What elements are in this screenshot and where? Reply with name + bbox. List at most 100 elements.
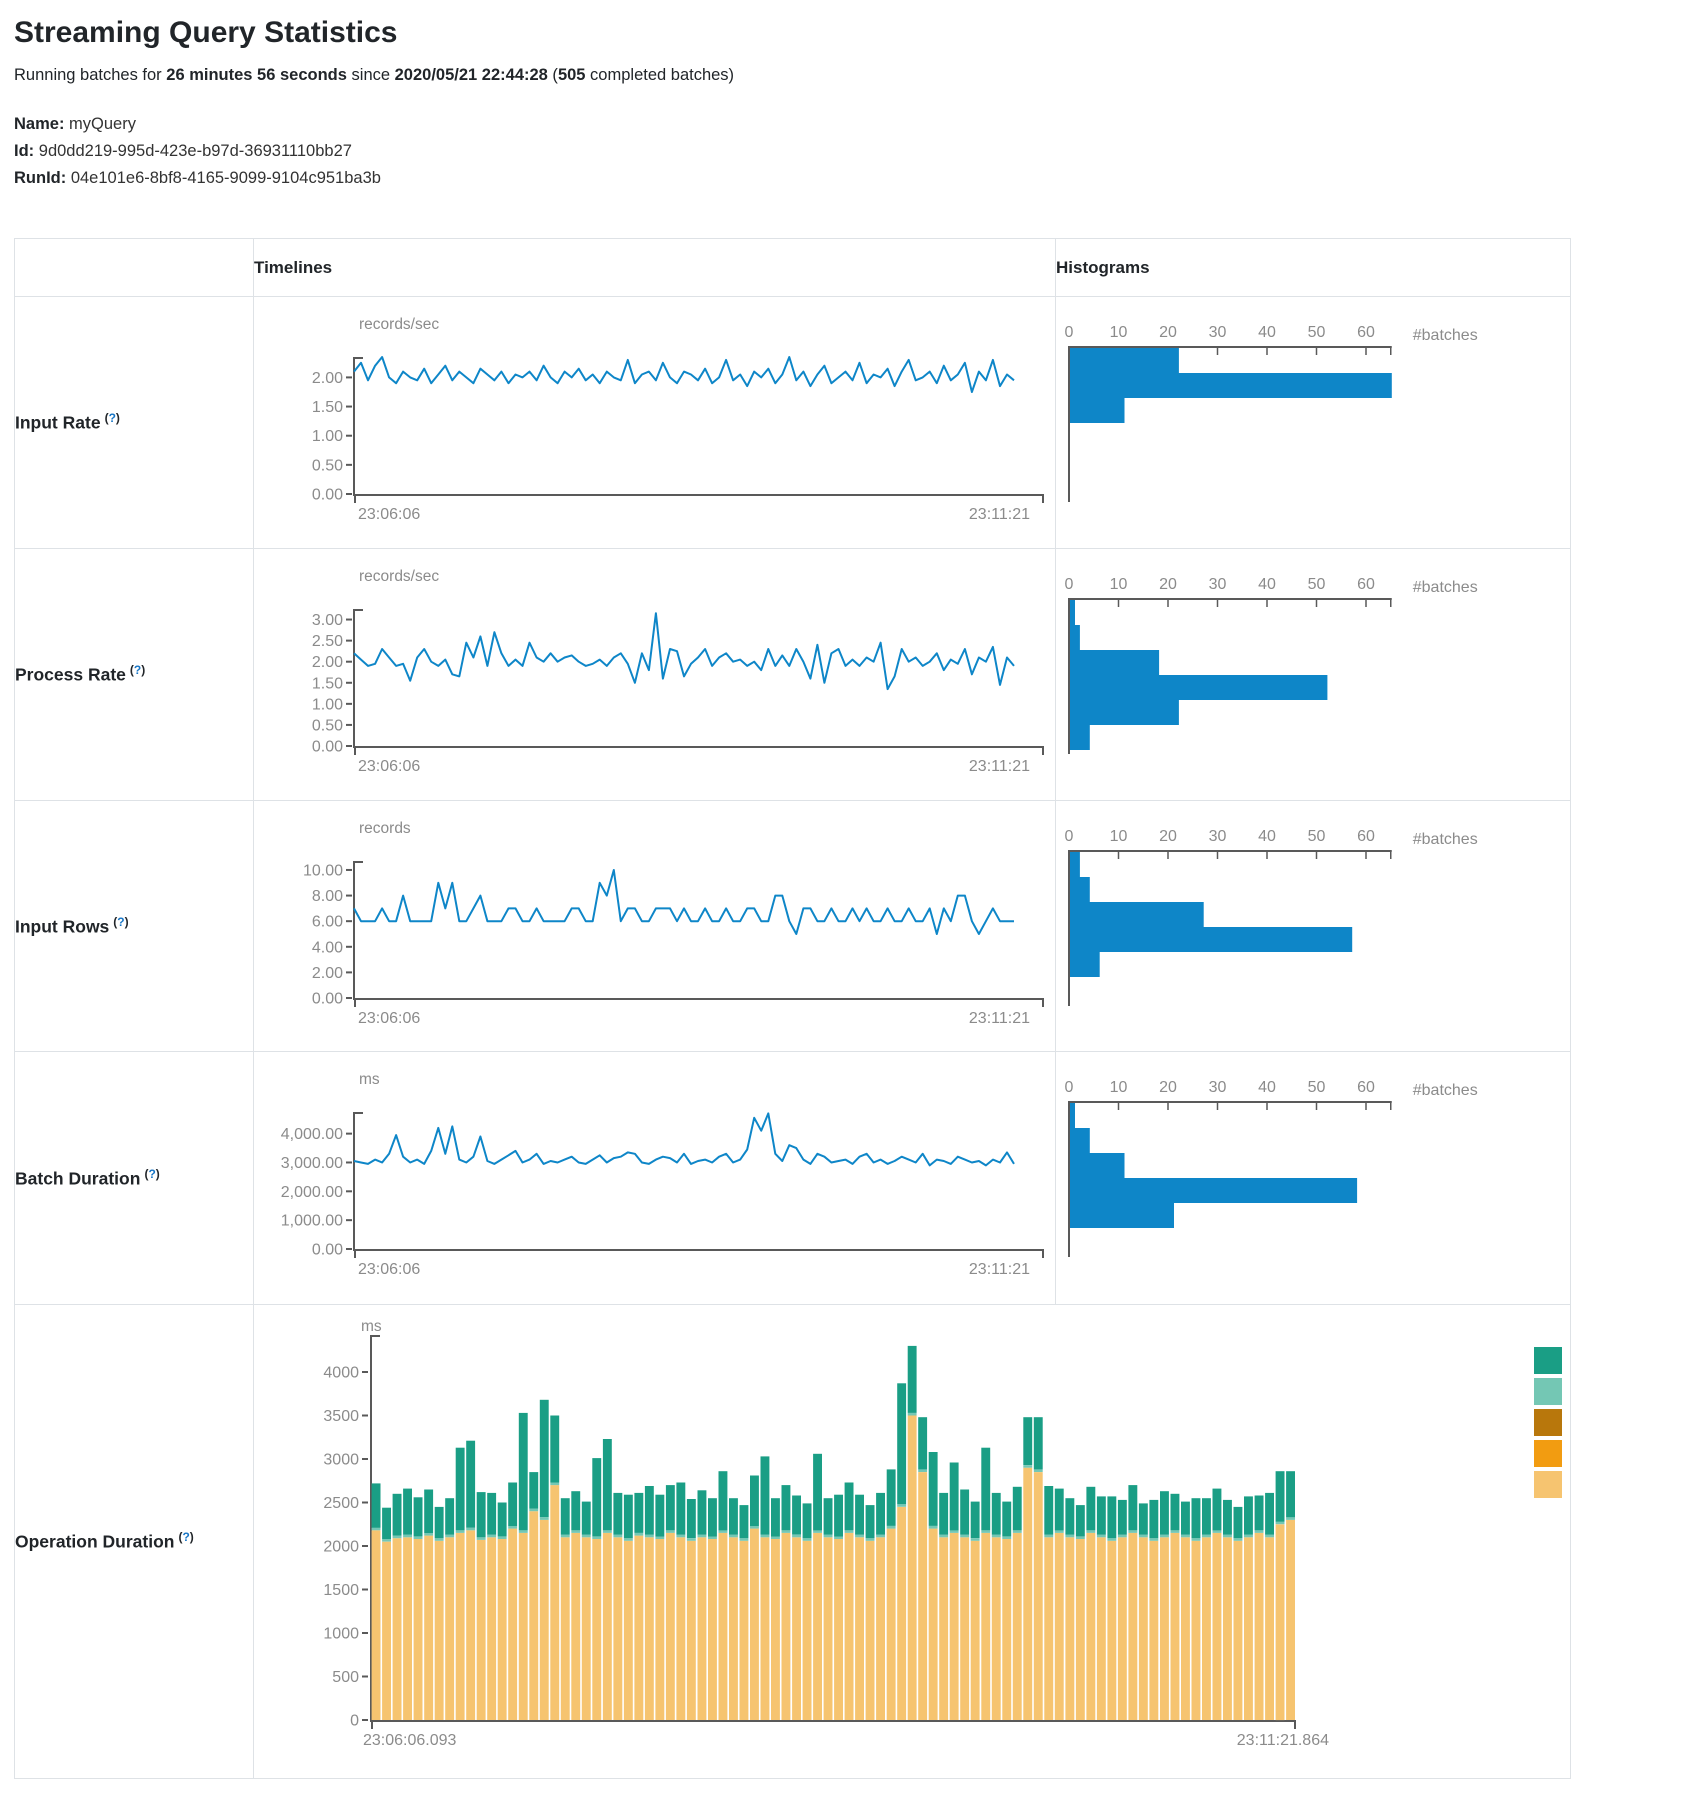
svg-text:50: 50 <box>1308 324 1326 341</box>
svg-text:2.50: 2.50 <box>312 633 343 650</box>
svg-text:#batches: #batches <box>1413 831 1478 848</box>
name-value: myQuery <box>69 115 136 133</box>
input-rows-histogram-chart: 0 10 20 30 40 50 60 #batches <box>1056 801 1570 1051</box>
batch-duration-timeline-cell: ms 0.00 1,000.00 2,000.00 3,000.00 4,000.00 23… <box>253 1051 1056 1305</box>
svg-text:ms: ms <box>361 1318 382 1335</box>
svg-text:records: records <box>359 820 411 837</box>
row-label-process-rate: Process Rate <box>15 664 126 685</box>
svg-text:0.00: 0.00 <box>312 487 343 504</box>
svg-text:4000: 4000 <box>323 1365 359 1382</box>
svg-text:10: 10 <box>1110 828 1128 845</box>
svg-text:10: 10 <box>1110 576 1128 593</box>
input-rate-timeline-cell: records/sec 0.00 0.50 1.00 1.50 2.00 23:06:06 2… <box>253 296 1056 549</box>
svg-text:1.00: 1.00 <box>312 428 343 445</box>
operation-duration-stacked-chart: ms 0 500 1000 1500 2000 2500 3000 3500 4000 23:06:… <box>254 1305 1570 1777</box>
svg-text:23:06:06: 23:06:06 <box>358 1010 420 1027</box>
svg-text:#batches: #batches <box>1413 327 1478 344</box>
svg-text:500: 500 <box>332 1669 359 1686</box>
input-rows-timeline-chart: records 0.00 2.00 4.00 6.00 8.00 10.00 23:06:06… <box>254 801 1055 1051</box>
svg-text:60: 60 <box>1357 576 1375 593</box>
svg-text:0: 0 <box>1065 576 1074 593</box>
name-label: Name: <box>14 115 65 133</box>
batch-duration-histogram-chart: 0 10 20 30 40 50 60 #batches <box>1056 1052 1570 1302</box>
operation-duration-help-icon[interactable]: (?) <box>178 1530 194 1545</box>
process-rate-help-icon[interactable]: (?) <box>129 663 146 678</box>
svg-text:0: 0 <box>1065 1079 1074 1096</box>
svg-text:23:06:06.093: 23:06:06.093 <box>363 1732 457 1749</box>
histograms-header: Histograms <box>1055 238 1571 297</box>
page: Streaming Query Statistics Running batch… <box>0 16 1693 1779</box>
svg-text:23:11:21: 23:11:21 <box>969 1010 1030 1027</box>
svg-text:60: 60 <box>1357 828 1375 845</box>
process-rate-timeline-cell: records/sec 0.00 0.50 1.00 1.50 2.00 2.50 3.00 2… <box>253 548 1056 801</box>
svg-text:60: 60 <box>1357 324 1375 341</box>
batch-duration-histogram-cell: 0 10 20 30 40 50 60 #batches <box>1055 1051 1571 1305</box>
svg-text:2500: 2500 <box>323 1495 359 1512</box>
table-row: Input Rate (?) records/sec 0.00 0.50 1.00 1.5… <box>14 296 1571 549</box>
summary-text: Running batches for <box>14 66 167 84</box>
svg-text:23:11:21: 23:11:21 <box>969 506 1030 523</box>
svg-text:40: 40 <box>1258 1079 1276 1096</box>
running-duration: 26 minutes 56 seconds <box>166 66 347 84</box>
row-label-operation-duration: Operation Duration <box>15 1531 175 1552</box>
input-rows-timeline-cell: records 0.00 2.00 4.00 6.00 8.00 10.00 23:06:06… <box>253 800 1056 1052</box>
svg-text:#batches: #batches <box>1413 579 1478 596</box>
svg-text:23:11:21.864: 23:11:21.864 <box>1237 1732 1329 1749</box>
page-title: Streaming Query Statistics <box>14 16 398 49</box>
svg-text:records/sec: records/sec <box>359 316 439 333</box>
svg-text:3,000.00: 3,000.00 <box>281 1155 343 1172</box>
summary-text: ( <box>547 66 558 84</box>
svg-text:10: 10 <box>1110 324 1128 341</box>
svg-text:0.00: 0.00 <box>312 1242 343 1259</box>
svg-text:23:06:06: 23:06:06 <box>358 506 420 523</box>
runid-label: RunId: <box>14 169 67 187</box>
empty-header-cell <box>14 238 254 297</box>
operation-duration-chart-cell: ms 0 500 1000 1500 2000 2500 3000 3500 4000 23:06:… <box>253 1304 1571 1779</box>
svg-text:0.00: 0.00 <box>312 991 343 1008</box>
batch-duration-timeline-chart: ms 0.00 1,000.00 2,000.00 3,000.00 4,000.00 23… <box>254 1052 1055 1302</box>
svg-text:30: 30 <box>1209 828 1227 845</box>
table-row: Operation Duration (?) ms 0 500 1000 1500 2000… <box>14 1304 1571 1779</box>
svg-text:4.00: 4.00 <box>312 939 343 956</box>
runid-value: 04e101e6-8bf8-4165-9099-9104c951ba3b <box>70 169 381 187</box>
svg-text:20: 20 <box>1159 1079 1177 1096</box>
input-rate-help-icon[interactable]: (?) <box>104 411 120 426</box>
svg-text:50: 50 <box>1308 1079 1326 1096</box>
row-label-input-rows: Input Rows <box>15 916 110 937</box>
legend-swatch-tan <box>1534 1471 1562 1498</box>
row-label-batch-duration: Batch Duration <box>15 1168 141 1189</box>
summary-text: since <box>346 66 395 84</box>
svg-text:ms: ms <box>359 1071 380 1088</box>
id-label: Id: <box>14 142 35 160</box>
svg-text:2000: 2000 <box>323 1539 359 1556</box>
process-rate-histogram-chart: 0 10 20 30 40 50 60 #batches <box>1056 549 1570 799</box>
process-rate-label-cell: Process Rate (?) <box>14 548 254 801</box>
statistics-table: Timelines Histograms Input Rate (?) recor… <box>14 238 1571 1779</box>
svg-text:20: 20 <box>1159 828 1177 845</box>
svg-text:30: 30 <box>1209 324 1227 341</box>
svg-text:1.00: 1.00 <box>312 696 343 713</box>
svg-text:1,000.00: 1,000.00 <box>281 1213 343 1230</box>
svg-text:1.50: 1.50 <box>312 675 343 692</box>
completed-batches-count: 505 <box>557 66 586 84</box>
svg-text:3000: 3000 <box>323 1452 359 1469</box>
svg-text:3.00: 3.00 <box>312 612 343 629</box>
input-rows-help-icon[interactable]: (?) <box>113 914 129 929</box>
input-rate-timeline-chart: records/sec 0.00 0.50 1.00 1.50 2.00 23:06:06 2… <box>254 297 1055 547</box>
svg-text:23:06:06: 23:06:06 <box>358 758 420 775</box>
table-row: Process Rate (?) records/sec 0.00 0.50 1.00 1… <box>14 548 1571 801</box>
svg-text:50: 50 <box>1308 576 1326 593</box>
batch-duration-label-cell: Batch Duration (?) <box>14 1051 254 1305</box>
svg-text:0.50: 0.50 <box>312 457 343 474</box>
table-row: Batch Duration (?) ms 0.00 1,000.00 2,000.00… <box>14 1051 1571 1305</box>
svg-text:23:11:21: 23:11:21 <box>969 1261 1030 1278</box>
batch-duration-help-icon[interactable]: (?) <box>144 1166 160 1181</box>
svg-text:20: 20 <box>1159 576 1177 593</box>
legend-swatch-green <box>1534 1347 1562 1374</box>
svg-text:records/sec: records/sec <box>359 568 439 585</box>
svg-text:8.00: 8.00 <box>312 888 343 905</box>
svg-text:20: 20 <box>1159 324 1177 341</box>
table-row: Input Rows (?) records 0.00 2.00 4.00 6.00 8.0… <box>14 800 1571 1052</box>
input-rate-histogram-cell: 0 10 20 30 40 50 60 #batches <box>1055 296 1571 549</box>
svg-text:0: 0 <box>1065 828 1074 845</box>
